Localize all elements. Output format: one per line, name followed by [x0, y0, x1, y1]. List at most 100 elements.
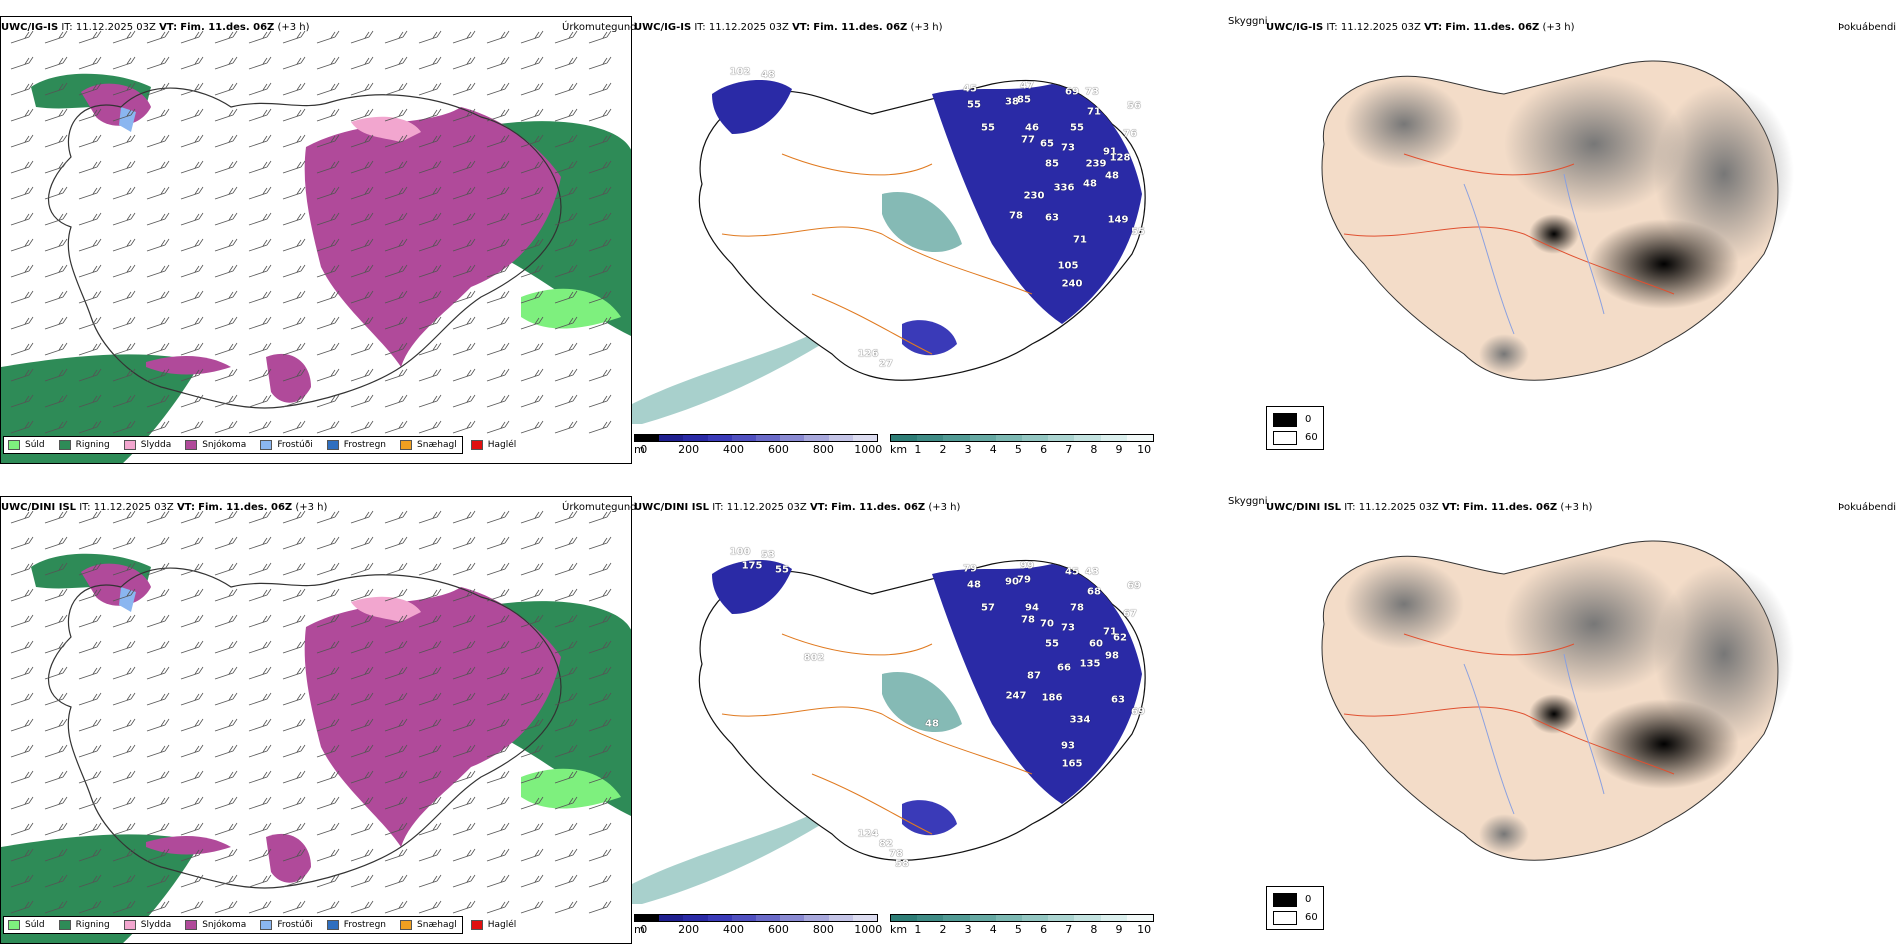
wind-barb: [214, 536, 238, 550]
visibility-value-label: 90: [1005, 576, 1019, 588]
wind-barb: [350, 30, 374, 44]
wind-barb: [112, 562, 136, 576]
wind-barb: [418, 744, 442, 758]
wind-barb: [282, 666, 306, 680]
wind-barb: [10, 900, 34, 914]
wind-barb: [78, 588, 102, 602]
wind-barb: [78, 510, 102, 524]
wind-barb: [418, 264, 442, 278]
wind-barb: [452, 108, 476, 122]
wind-barb: [316, 238, 340, 252]
wind-barb: [418, 420, 442, 434]
wind-barb: [418, 848, 442, 862]
wind-barb: [520, 562, 544, 576]
legend-swatch: [470, 920, 483, 930]
wind-barb: [44, 30, 68, 44]
wind-barb: [350, 692, 374, 706]
it-label: IT:: [79, 502, 91, 513]
colorbar-segment: [852, 435, 878, 441]
wind-barb: [282, 692, 306, 706]
wind-barb: [418, 160, 442, 174]
wind-barb: [452, 900, 476, 914]
wind-barb: [418, 770, 442, 784]
it-label: IT:: [712, 502, 724, 513]
wind-barb: [418, 290, 442, 304]
wind-barb: [452, 368, 476, 382]
wind-barb: [418, 588, 442, 602]
wind-barb: [10, 290, 34, 304]
wind-barb: [316, 290, 340, 304]
visibility-value-label: 63: [1045, 212, 1059, 224]
wind-barb: [384, 770, 408, 784]
wind-barb: [180, 368, 204, 382]
it-value: 11.12.2025 03Z: [75, 22, 156, 33]
height-unit: m: [634, 923, 645, 936]
wind-barb: [554, 666, 578, 680]
wind-barb: [78, 30, 102, 44]
visibility-value-label: 802: [803, 652, 825, 664]
fog-core-central: [1529, 694, 1579, 734]
wind-barb: [452, 536, 476, 550]
wind-barb: [214, 900, 238, 914]
wind-barb: [112, 212, 136, 226]
visibility-value-label: 60: [1089, 638, 1103, 650]
fog-core-south: [1479, 814, 1529, 854]
colorbar-segment: [635, 915, 660, 921]
fog-title: Þokuábendi: [1838, 502, 1897, 513]
low-vis-band: [632, 814, 822, 904]
wind-barb: [10, 368, 34, 382]
wind-barb: [10, 718, 34, 732]
visibility-value-label: 100: [729, 546, 751, 558]
wind-barb: [248, 588, 272, 602]
wind-barb: [214, 640, 238, 654]
wind-barb: [214, 822, 238, 836]
wind-barb: [146, 316, 170, 330]
visibility-value-label: 55: [775, 564, 789, 576]
visibility-value-label: 66: [1057, 662, 1071, 674]
vis-teal-area: [882, 192, 962, 253]
visibility-value-label: 230: [1023, 190, 1045, 202]
fog-core-east: [1589, 219, 1739, 309]
colorbar-segment: [707, 915, 732, 921]
visibility-value-label: 87: [1027, 670, 1041, 682]
wind-barb: [146, 290, 170, 304]
visibility-panel: UWC/IG-IS IT: 11.12.2025 03Z VT: Fim. 11…: [632, 0, 1324, 470]
it-label: IT:: [1326, 22, 1338, 33]
legend-label: Súld: [25, 440, 45, 450]
wind-barb: [282, 822, 306, 836]
wind-barbs: [10, 30, 612, 434]
vt-label: VT:: [1424, 22, 1443, 33]
wind-barb: [214, 588, 238, 602]
wind-barb: [78, 56, 102, 70]
wind-barb: [554, 822, 578, 836]
wind-barb: [78, 874, 102, 888]
wind-barb: [112, 614, 136, 628]
sleet-region: [351, 596, 421, 622]
visibility-value-label: 73: [1061, 142, 1075, 154]
wind-barb: [78, 822, 102, 836]
wind-barb: [452, 238, 476, 252]
wind-barb: [350, 368, 374, 382]
precip-map: [0, 496, 632, 944]
wind-barb: [350, 874, 374, 888]
wind-barb: [452, 342, 476, 356]
visibility-value-label: 165: [1061, 758, 1083, 770]
wind-barb: [180, 134, 204, 148]
wind-barb: [44, 562, 68, 576]
wind-barb: [520, 394, 544, 408]
wind-barb: [588, 160, 612, 174]
wind-barb: [486, 848, 510, 862]
grey-area-nw: [1344, 559, 1464, 649]
wind-barb: [282, 848, 306, 862]
rain-region-south: [1, 354, 201, 463]
wind-barb: [146, 30, 170, 44]
wind-barb: [418, 562, 442, 576]
wind-barb: [418, 108, 442, 122]
vt-label: VT:: [792, 22, 811, 33]
wind-barb: [588, 290, 612, 304]
colorbar-tick-label: 9: [1115, 443, 1123, 456]
wind-barb: [78, 82, 102, 96]
colorbar-segment: [804, 915, 829, 921]
wind-barb: [486, 874, 510, 888]
visibility-value-label: 47: [1020, 80, 1034, 92]
